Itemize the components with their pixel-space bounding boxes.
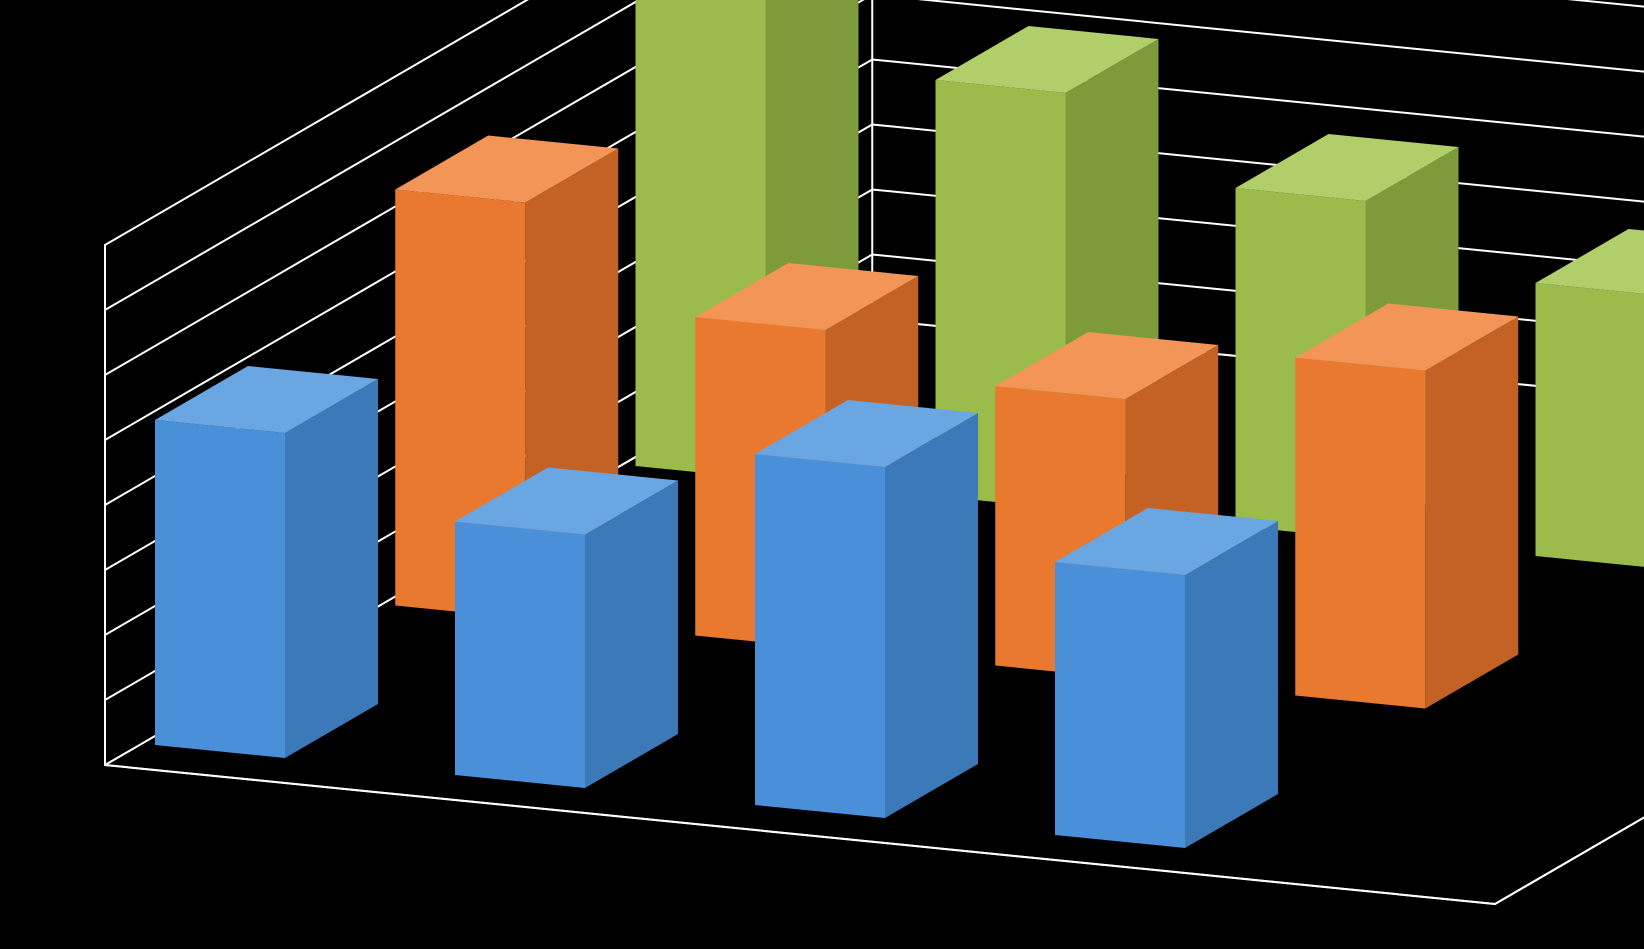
bar-side-s0-c3 xyxy=(1185,521,1278,848)
bar-front-s0-c3 xyxy=(1055,562,1185,848)
bar-side-s0-c1 xyxy=(585,481,678,789)
bar-side-s1-c3 xyxy=(1425,317,1518,709)
bar-front-s1-c3 xyxy=(1295,358,1425,709)
bar-side-s0-c0 xyxy=(285,379,378,758)
bar-side-s0-c2 xyxy=(885,413,978,818)
bar-front-s2-c3 xyxy=(1536,283,1644,569)
bar-front-s0-c1 xyxy=(455,522,585,789)
bar-chart-3d xyxy=(0,0,1644,949)
bar-front-s0-c2 xyxy=(755,454,885,818)
bar-front-s0-c0 xyxy=(155,420,285,758)
